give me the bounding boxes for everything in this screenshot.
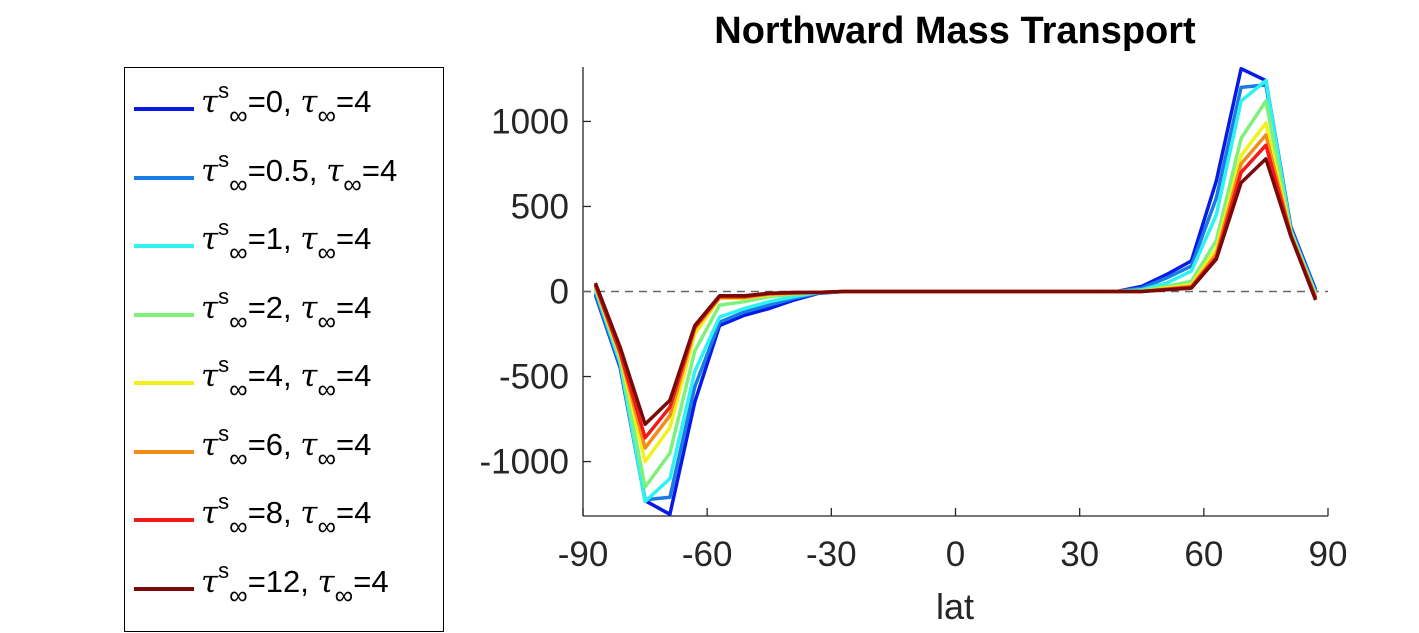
x-tick-label: 60 — [1184, 535, 1223, 574]
legend-item: τs∞=2, τ∞=4 — [125, 278, 443, 338]
x-tick-label: 30 — [1060, 535, 1099, 574]
legend-label: τs∞=1, τ∞=4 — [201, 215, 372, 267]
legend-label: τs∞=6, τ∞=4 — [201, 420, 372, 473]
legend-swatch — [134, 586, 194, 591]
legend-label: τs∞=8, τ∞=4 — [201, 489, 372, 541]
legend-item: τs∞=4, τ∞=4 — [125, 346, 443, 406]
axes — [582, 67, 1329, 517]
y-tick-label: 0 — [550, 273, 569, 312]
x-axis-label: lat — [935, 586, 975, 627]
x-tick-label: -90 — [558, 535, 609, 574]
legend-swatch — [134, 449, 194, 454]
legend-swatch — [134, 175, 194, 180]
chart-title: Northward Mass Transport — [714, 10, 1196, 52]
legend-item: τs∞=12, τ∞=4 — [125, 552, 443, 612]
legend-item: τs∞=1, τ∞=4 — [125, 209, 443, 269]
legend-item: τs∞=0, τ∞=4 — [125, 72, 443, 132]
series-lines — [593, 66, 1318, 517]
legend-label: τs∞=12, τ∞=4 — [201, 557, 389, 610]
legend-swatch — [134, 312, 194, 317]
legend: τs∞=0, τ∞=4 τs∞=0.5, τ∞=4 τs∞=1, τ∞=4 τs∞=2… — [124, 67, 444, 632]
series-line-3 — [593, 99, 1318, 489]
legend-label: τs∞=2, τ∞=4 — [201, 283, 372, 336]
legend-item: τs∞=8, τ∞=4 — [125, 483, 443, 543]
legend-swatch — [134, 107, 194, 111]
legend-swatch — [134, 381, 194, 385]
legend-swatch — [134, 244, 194, 248]
series-line-7 — [593, 157, 1318, 426]
y-tick-label: 1000 — [491, 102, 569, 141]
y-tick-label: -500 — [499, 358, 569, 397]
legend-item: τs∞=0.5, τ∞=4 — [125, 141, 443, 201]
x-tick-label: -60 — [682, 535, 733, 574]
y-tick-label: 500 — [511, 187, 569, 226]
legend-swatch — [134, 518, 194, 522]
x-tick-label: 0 — [946, 535, 965, 574]
x-tick-label: -30 — [806, 535, 857, 574]
legend-label: τs∞=0.5, τ∞=4 — [201, 146, 398, 199]
tick-labels: -90 -60 -30 0 30 60 90 -1000 -500 0 500 1000 — [479, 102, 1347, 574]
x-tick-label: 90 — [1309, 535, 1348, 574]
legend-label: τs∞=0, τ∞=4 — [201, 78, 372, 130]
legend-item: τs∞=6, τ∞=4 — [125, 415, 443, 475]
y-tick-label: -1000 — [479, 443, 569, 482]
legend-label: τs∞=4, τ∞=4 — [201, 352, 372, 404]
